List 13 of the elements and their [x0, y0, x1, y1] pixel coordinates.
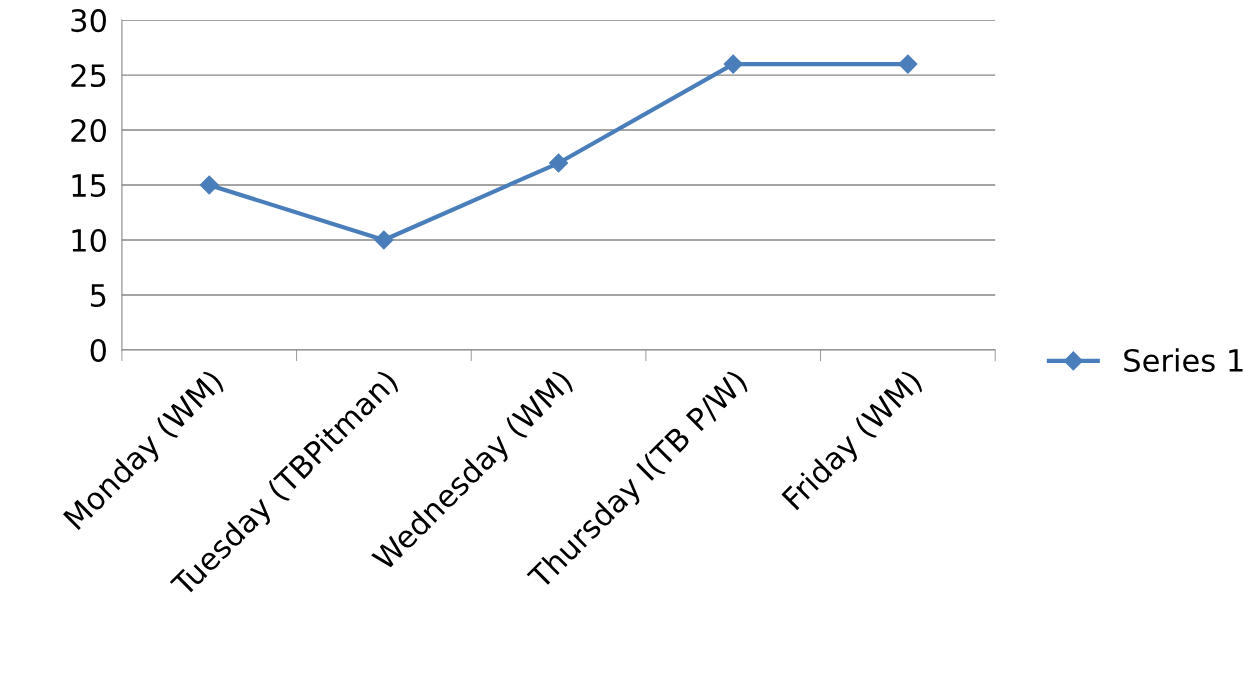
- y-tick-label: 30: [71, 9, 106, 33]
- point: [549, 153, 569, 173]
- point: [898, 54, 918, 74]
- point: [723, 54, 743, 74]
- y-tick-label: 25: [71, 64, 106, 88]
- legend-label: Series 1: [1124, 348, 1243, 373]
- y-tick-label: 5: [90, 284, 106, 308]
- y-tick-label: 10: [72, 228, 106, 253]
- point: [199, 175, 219, 195]
- y-tick-label: 20: [71, 118, 106, 143]
- y-tick-label: 15: [72, 174, 106, 198]
- point: [374, 230, 394, 250]
- y-tick-label: 0: [90, 338, 106, 363]
